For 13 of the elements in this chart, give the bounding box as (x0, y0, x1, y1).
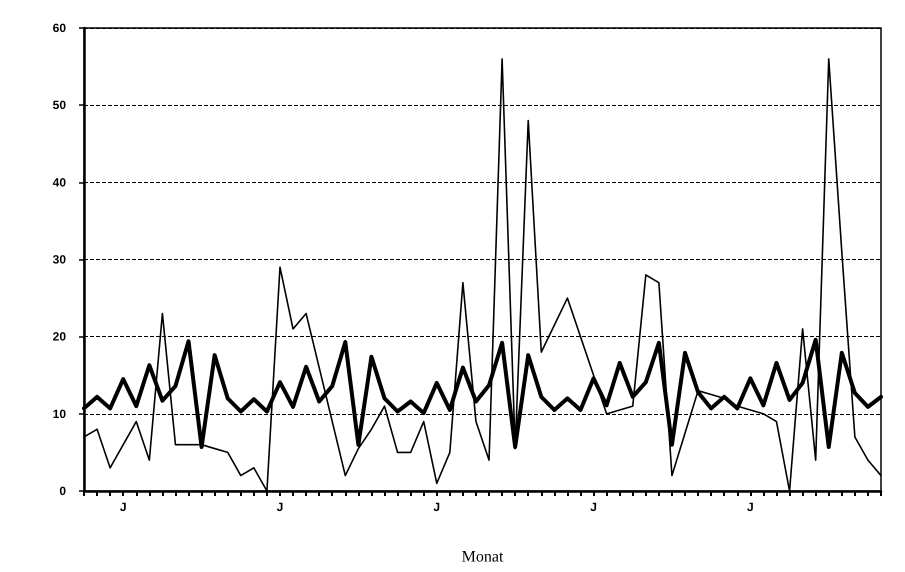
y-tick-label: 0 (59, 484, 66, 498)
y-tick-label: 30 (52, 252, 66, 266)
y-tick-label: 60 (52, 21, 66, 35)
y-tick-label: 40 (52, 175, 66, 190)
x-tick-label: J (120, 500, 127, 514)
x-tick-label: J (276, 500, 284, 514)
y-tick-label: 50 (52, 98, 66, 112)
y-tick-label: 10 (52, 406, 66, 421)
x-tick-label: J (590, 500, 597, 514)
y-tick-label: 20 (52, 330, 66, 344)
x-tick-label: J (433, 500, 440, 514)
x-axis-title: Monat (462, 548, 504, 566)
x-tick-label: J (747, 500, 754, 514)
